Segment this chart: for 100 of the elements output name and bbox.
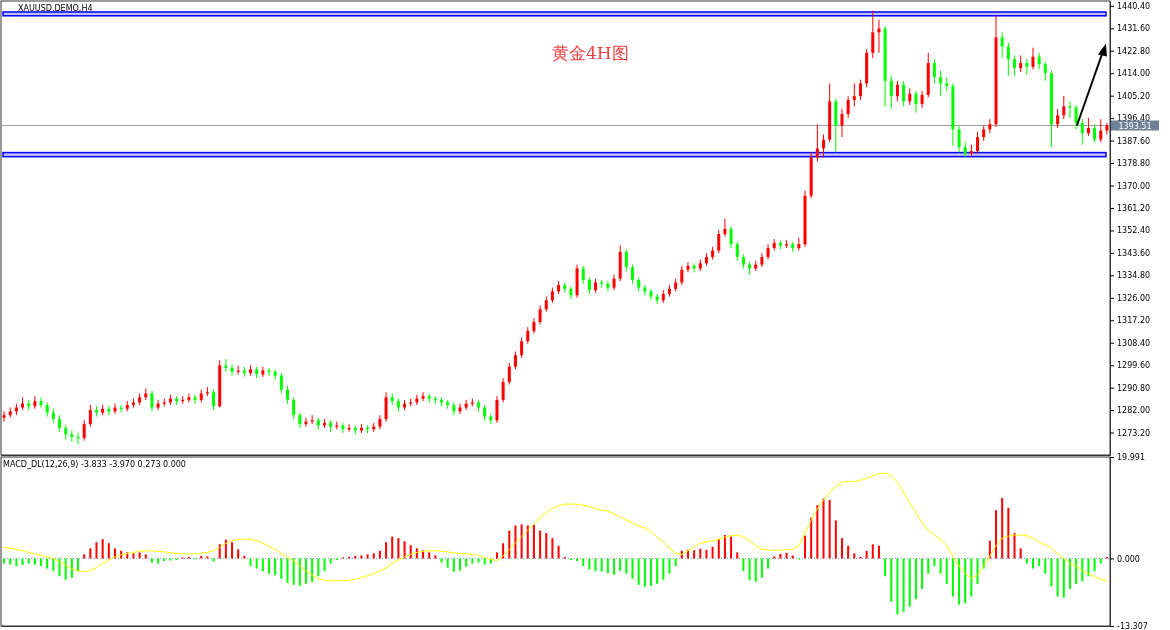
candlestick [1013, 54, 1016, 77]
y-tick-label: 1317.20 [1117, 316, 1151, 326]
bar [212, 558, 215, 562]
bar [767, 558, 770, 569]
candlestick [538, 304, 542, 326]
bar [1001, 498, 1004, 559]
candlestick [920, 90, 924, 109]
y-tick-label: 1326.00 [1117, 293, 1151, 303]
bar [970, 558, 973, 597]
bar [70, 558, 73, 578]
bar [1013, 533, 1016, 559]
bar [107, 543, 110, 559]
bar [415, 548, 418, 559]
candlestick [649, 288, 653, 301]
y-tick-label: 1370.00 [1117, 181, 1151, 191]
bar [927, 558, 930, 574]
bar [237, 549, 240, 559]
bar [132, 553, 135, 559]
bar [760, 558, 763, 578]
bar [502, 543, 505, 559]
candlestick [187, 393, 191, 403]
bar [693, 550, 696, 559]
bar [77, 558, 80, 572]
bar [378, 550, 381, 559]
candlestick [230, 363, 234, 377]
bar [964, 558, 967, 604]
bar [27, 558, 30, 564]
candlestick [1099, 118, 1103, 143]
candlestick [889, 75, 893, 110]
bar [1038, 558, 1041, 567]
line-series [3, 472, 1108, 582]
candlestick [507, 362, 511, 386]
candlestick [33, 395, 37, 410]
bar [465, 558, 468, 567]
candlestick [569, 285, 573, 300]
bar [268, 558, 271, 574]
candlestick [1074, 104, 1078, 130]
candlestick [902, 80, 906, 107]
bar [1031, 558, 1034, 569]
bar [1062, 558, 1065, 598]
candlestick [150, 390, 154, 412]
candlestick [501, 377, 505, 403]
bar [428, 552, 431, 559]
candlestick [520, 336, 524, 359]
bar [810, 517, 813, 559]
bar [804, 535, 807, 559]
candlestick [1031, 47, 1035, 70]
bar [600, 558, 603, 572]
bar [483, 558, 486, 565]
candlestick [852, 82, 856, 107]
bar [255, 558, 258, 569]
candlestick [384, 391, 388, 423]
candlestick [212, 389, 216, 411]
candlestick [2, 410, 6, 423]
candlestick [766, 243, 770, 261]
bar [144, 554, 147, 559]
y-tick-label: 19.991 [1117, 453, 1145, 463]
bar [311, 558, 314, 582]
chart-title: XAUUSD.DEMO,H4 [18, 4, 93, 13]
bar [785, 552, 788, 559]
bar [613, 558, 616, 575]
bar [606, 558, 609, 574]
bar [791, 555, 794, 559]
y-tick-label: 1387.60 [1117, 136, 1151, 146]
bar [588, 558, 591, 570]
candlestick [495, 395, 499, 424]
bar [853, 553, 856, 559]
bar [397, 538, 400, 559]
y-tick-label: 1299.60 [1117, 361, 1151, 371]
y-tick-label: 1405.20 [1117, 91, 1151, 101]
bar [619, 558, 622, 572]
bar [495, 552, 498, 559]
bar [705, 549, 708, 559]
candlestick [822, 133, 826, 158]
bar [637, 558, 640, 585]
candlestick [723, 218, 727, 238]
bar [64, 558, 67, 580]
bar [58, 558, 61, 577]
bar [1019, 548, 1022, 559]
bar [329, 558, 332, 564]
bar [231, 542, 234, 559]
candlestick [82, 419, 86, 442]
bar [317, 558, 320, 577]
bar [280, 558, 283, 579]
candlestick [797, 237, 801, 252]
candlestick [957, 125, 961, 153]
chart-title: MACD_DL(12,26,9) -3.833 -3.970 0.273 0.000 [3, 460, 186, 469]
bar [274, 558, 277, 576]
bar [748, 558, 751, 581]
bar [366, 554, 369, 559]
y-tick-label: 1414.00 [1117, 69, 1151, 79]
bar [471, 558, 474, 564]
candlestick [895, 80, 899, 102]
candlestick [70, 430, 74, 443]
candlestick [686, 261, 690, 273]
bar [520, 524, 523, 559]
bar [9, 558, 12, 565]
candlestick [932, 58, 936, 84]
candlestick [39, 396, 43, 409]
candlestick [1105, 122, 1109, 135]
